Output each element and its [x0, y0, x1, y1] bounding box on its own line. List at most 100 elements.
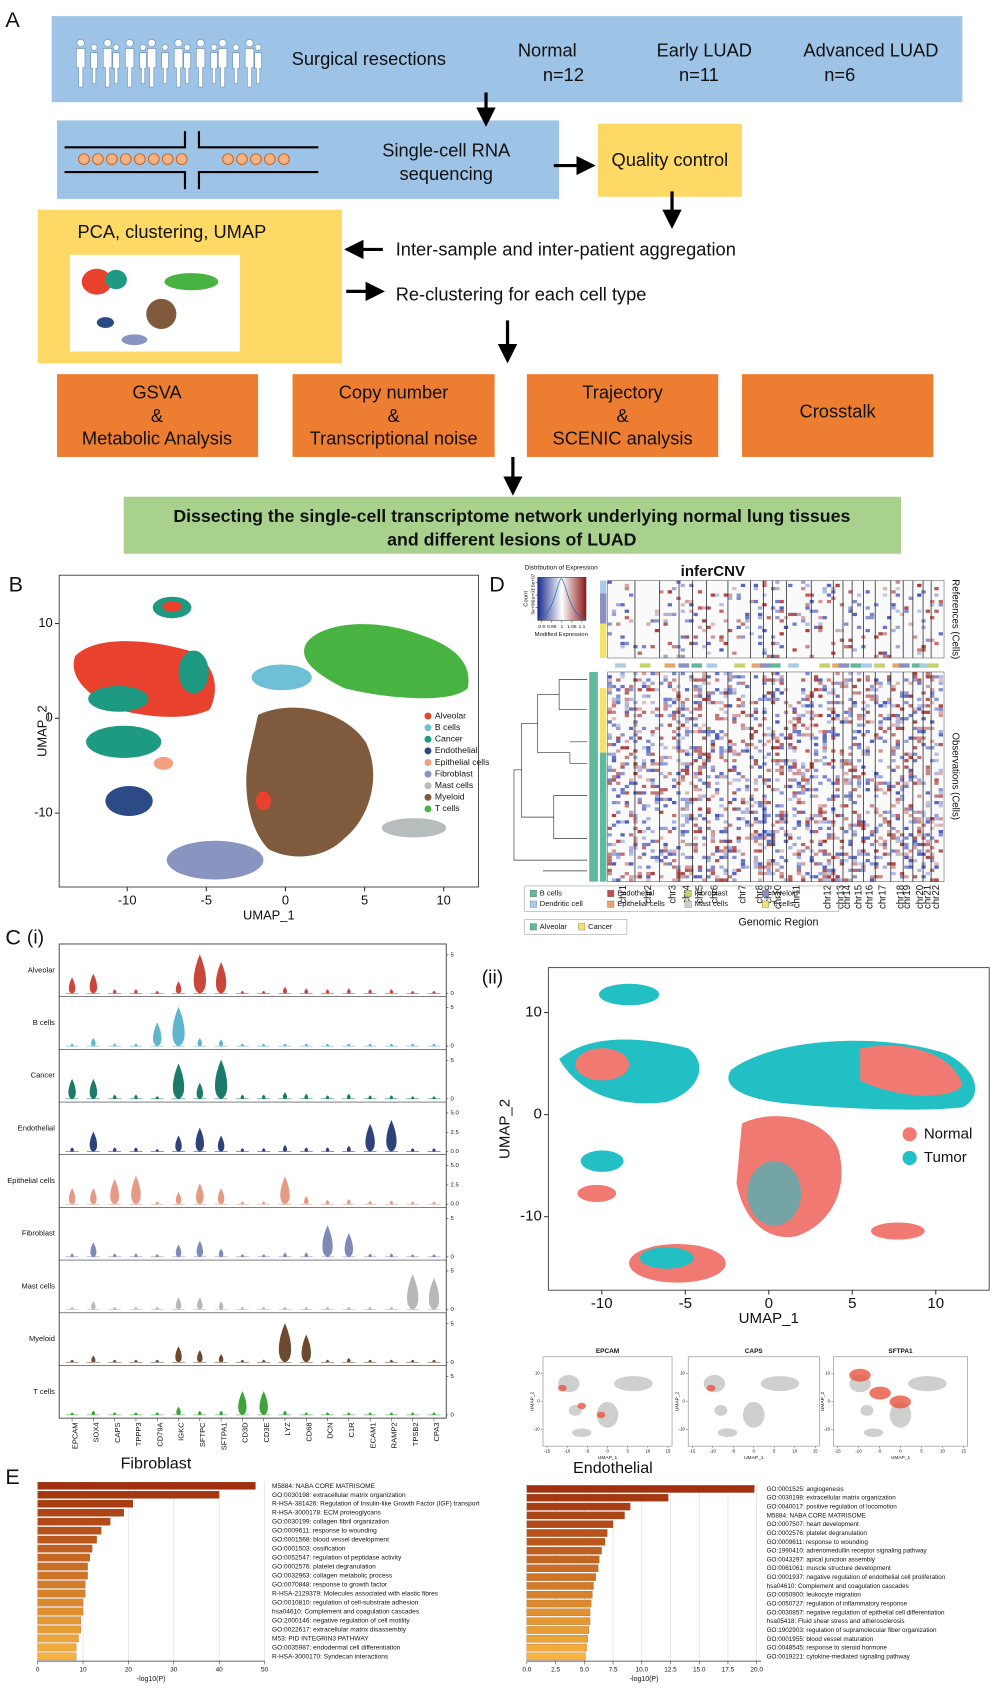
heatmap-cell — [672, 678, 677, 682]
heatmap-cell — [633, 720, 638, 724]
heatmap-cell — [869, 875, 875, 879]
heatmap-cell — [882, 651, 888, 655]
x-tick-label: 10.0 — [636, 1666, 649, 1673]
heatmap-cell — [620, 645, 625, 649]
heatmap-cell — [620, 765, 625, 769]
legend-swatch — [578, 923, 586, 931]
term-label: R-HSA-3000178: ECM proteoglycans — [272, 1510, 382, 1517]
heatmap-cell — [607, 768, 612, 772]
heatmap-cell — [663, 707, 668, 711]
heatmap-cell — [809, 593, 814, 597]
heatmap-cell — [826, 878, 832, 882]
heatmap-cell — [715, 713, 720, 718]
blob — [860, 1405, 874, 1416]
violin — [278, 1323, 292, 1363]
heatmap-cell — [762, 846, 767, 850]
cluster — [870, 1222, 925, 1240]
plot-frame — [687, 1356, 820, 1447]
heatmap-cell — [856, 671, 862, 676]
heatmap-cell — [770, 701, 776, 705]
heatmap-cell — [779, 855, 784, 860]
legend-swatch — [424, 712, 432, 720]
heatmap-cell — [770, 606, 776, 610]
heatmap-cell — [938, 823, 943, 827]
heatmap-cell — [620, 791, 625, 795]
heatmap-cell — [697, 826, 703, 831]
heatmap-cell — [921, 645, 926, 649]
heatmap-cell — [891, 603, 896, 607]
heatmap-cell — [710, 865, 716, 869]
violin — [197, 1297, 203, 1310]
heatmap-cell — [697, 678, 703, 682]
term-label: GO:0001503: ossification — [272, 1546, 346, 1553]
heatmap-cell — [779, 813, 784, 818]
blob — [596, 1401, 619, 1428]
heatmap-cell — [680, 823, 685, 827]
heatmap-cell — [693, 788, 698, 792]
heatmap-cell — [839, 628, 845, 633]
heatmap-cell — [844, 771, 849, 776]
heatmap-cell — [753, 849, 759, 853]
heatmap-cell — [779, 771, 784, 776]
heatmap-cell — [758, 804, 763, 808]
heatmap-cell — [891, 826, 896, 831]
heatmap-cell — [654, 800, 660, 805]
heatmap-cell — [895, 713, 900, 718]
heatmap-cell — [646, 688, 651, 692]
heatmap-cell — [680, 762, 685, 766]
heatmap-cell — [917, 755, 922, 760]
heatmap-cell — [758, 749, 763, 753]
heatmap-cell — [882, 717, 888, 721]
heatmap-cell — [844, 830, 849, 834]
heatmap-cell — [740, 800, 746, 805]
heatmap-cell — [629, 736, 634, 740]
panel-label: B — [9, 573, 23, 597]
y-tick-label: -10 — [34, 804, 53, 819]
heatmap-cell — [766, 839, 771, 843]
heatmap-cell — [878, 651, 883, 655]
violin — [346, 1145, 351, 1152]
heatmap-cell — [676, 720, 681, 724]
heatmap-cell — [663, 619, 668, 623]
violin — [368, 1095, 372, 1100]
heatmap-cell — [706, 859, 711, 863]
heatmap-cell — [719, 771, 724, 776]
heatmap-cell — [809, 723, 814, 727]
heatmap-cell — [912, 671, 918, 676]
heatmap-cell — [667, 697, 673, 702]
heatmap-cell — [818, 807, 823, 811]
heatmap-cell — [770, 587, 776, 591]
heatmap-cell — [676, 791, 681, 795]
heatmap-cell — [852, 823, 857, 827]
legend-label: Cancer — [435, 734, 463, 744]
legend-label: Tumor — [924, 1149, 967, 1166]
heatmap-cell — [775, 654, 780, 658]
heatmap-cell — [783, 726, 789, 731]
heatmap-cell — [788, 736, 793, 740]
heatmap-cell — [921, 836, 926, 840]
heatmap-cell — [891, 752, 896, 756]
heatmap-cell — [624, 713, 630, 718]
heatmap-cell — [693, 746, 698, 750]
heatmap-cell — [891, 723, 896, 727]
heatmap-cell — [844, 781, 849, 785]
heatmap-cell — [672, 859, 677, 863]
heatmap-cell — [917, 842, 922, 847]
legend-label: T cells — [772, 899, 794, 908]
heatmap-cell — [925, 697, 931, 702]
heatmap-cell — [676, 596, 681, 600]
violin — [283, 1252, 287, 1258]
heatmap-cell — [641, 820, 647, 824]
heatmap-cell — [925, 771, 931, 776]
heatmap-cell — [676, 742, 681, 747]
heatmap-cell — [874, 810, 879, 814]
row-tick-label: 5.0 — [451, 1163, 460, 1169]
heatmap-cell — [912, 875, 918, 879]
heatmap-cell — [822, 852, 827, 856]
heatmap-cell — [633, 739, 638, 743]
heatmap-cell — [921, 823, 926, 827]
label: n=12 — [543, 64, 584, 85]
heatmap-cell — [702, 606, 707, 610]
heatmap-cell — [753, 781, 759, 785]
heatmap-cell — [908, 752, 913, 756]
